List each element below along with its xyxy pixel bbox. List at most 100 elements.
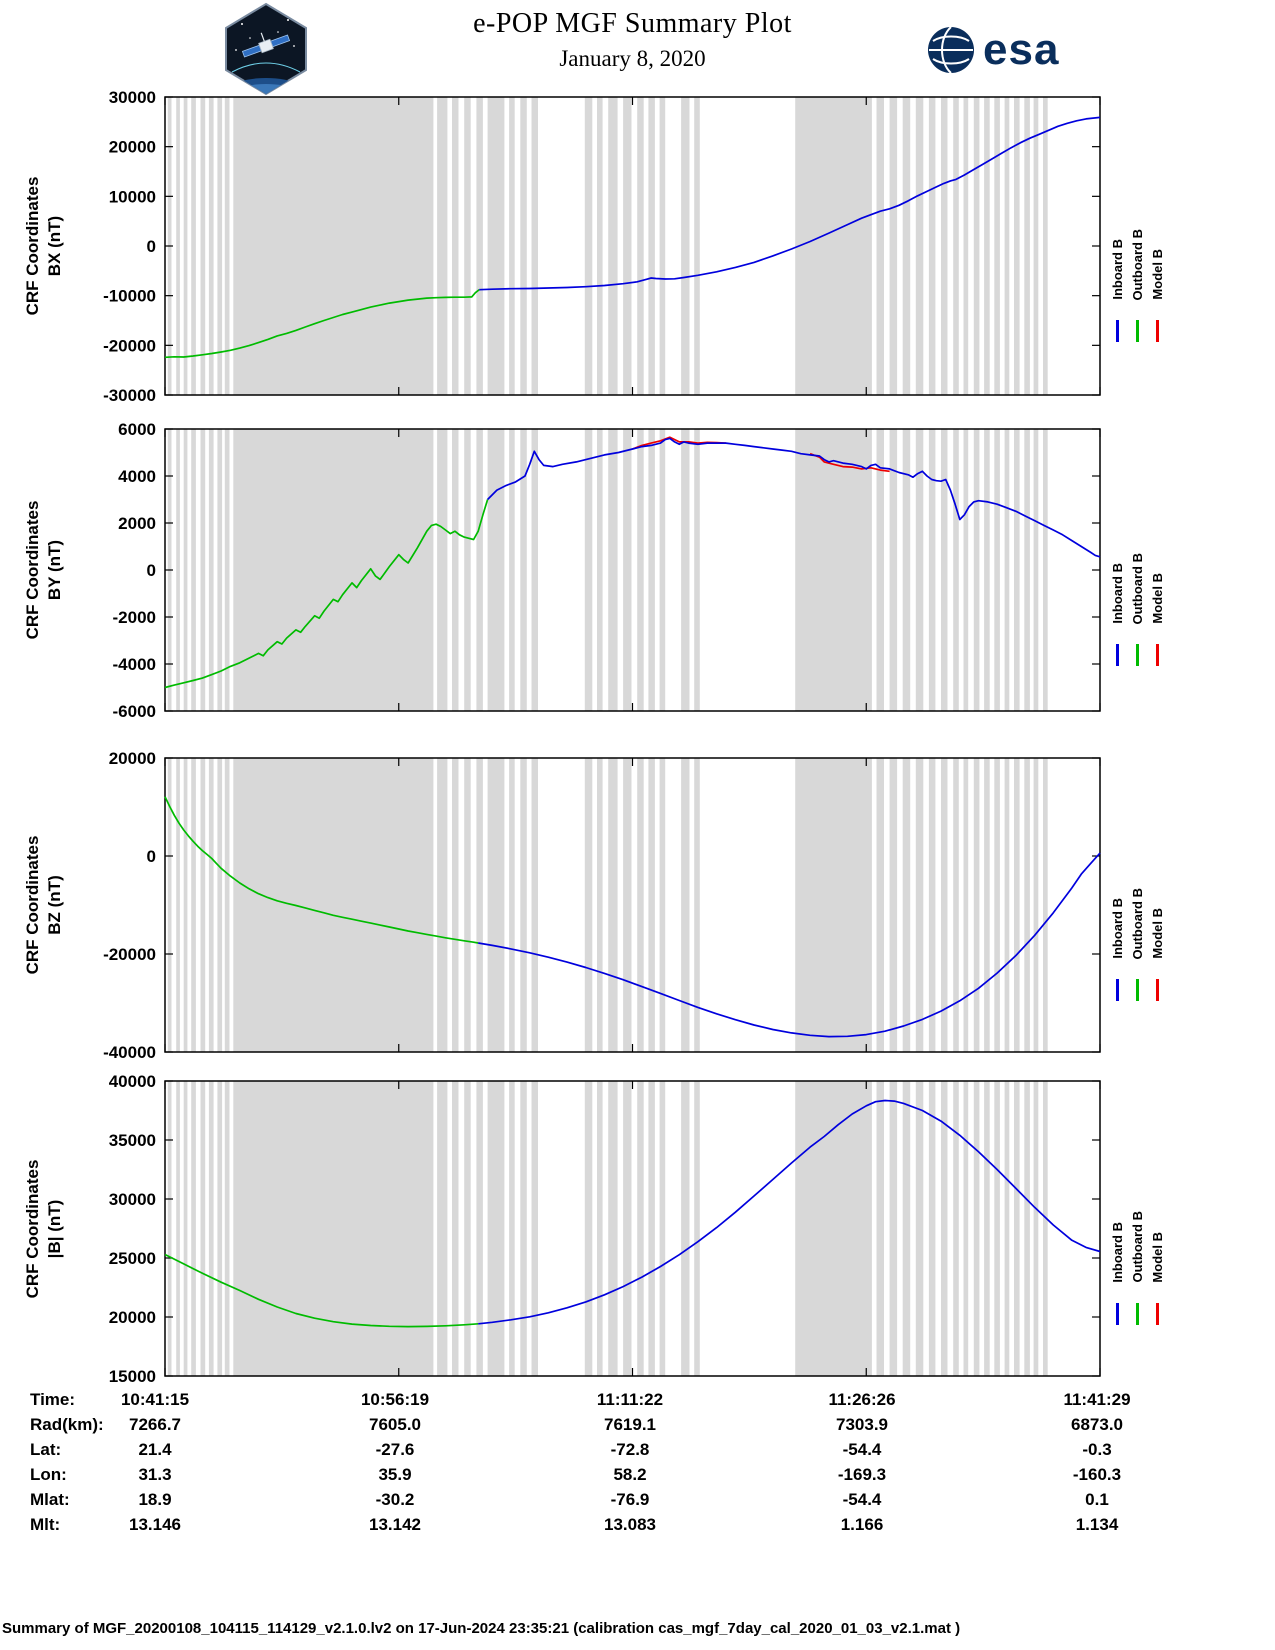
- table-cell: 10:41:15: [120, 1390, 190, 1409]
- y-tick-label: -30000: [103, 386, 156, 405]
- table-cell: 11:11:22: [596, 1390, 664, 1409]
- legend-item-outboard: Outboard B: [1130, 809, 1145, 1001]
- page-title: e-POP MGF Summary Plot: [473, 8, 792, 39]
- y-tick-label: 25000: [109, 1249, 156, 1268]
- legend-item-model: Model B: [1150, 1133, 1165, 1325]
- curve-outboard-bz: [164, 796, 479, 944]
- esa-logo: esa: [925, 24, 1059, 76]
- curve-inboard-babs: [478, 1099, 1101, 1325]
- legend-item-outboard: Outboard B: [1130, 474, 1145, 666]
- curve-inboard-bz: [478, 852, 1101, 1038]
- y-tick-label: 6000: [118, 420, 156, 439]
- y-tick-label: 20000: [109, 138, 156, 157]
- table-row-label: Time:: [30, 1390, 76, 1409]
- table-cell: -160.3: [1072, 1465, 1122, 1484]
- legend-item-model: Model B: [1150, 809, 1165, 1001]
- data-gap-shading: [167, 97, 1048, 395]
- y-tick-label: -10000: [103, 287, 156, 306]
- bx-panel: 30000 20000 10000 0 -10000 -20000 -30000: [103, 88, 1101, 405]
- table-cell: 35.9: [378, 1465, 412, 1484]
- table-cell: 1.134: [1075, 1515, 1119, 1534]
- y-tick-label: 0: [147, 847, 156, 866]
- curve-model-by: [809, 452, 890, 473]
- table-cell: 10:56:19: [360, 1390, 430, 1409]
- y-tick-label: -6000: [113, 702, 156, 721]
- bz-panel: 20000 0 -20000 -40000: [103, 749, 1101, 1062]
- legend-babs: Inboard B Outboard B Model B: [1104, 1081, 1170, 1376]
- esa-logo-text: esa: [983, 25, 1060, 74]
- y-tick-label: 30000: [109, 1190, 156, 1209]
- y-tick-label: 20000: [109, 749, 156, 768]
- legend-line-sample-inboard: [1115, 1302, 1119, 1325]
- y-tick-label: 15000: [109, 1367, 156, 1386]
- legend-line-sample-inboard: [1115, 320, 1119, 342]
- footer-note: Summary of MGF_20200108_104115_114129_v2…: [2, 1620, 961, 1637]
- legend-line-sample-inboard: [1115, 979, 1119, 1001]
- curve-outboard-bx: [164, 289, 480, 359]
- table-cell: 11:26:26: [828, 1390, 896, 1409]
- legend-item-outboard: Outboard B: [1130, 150, 1145, 342]
- data-gap-shading: [167, 758, 1048, 1052]
- y-tick-label: 20000: [109, 1308, 156, 1327]
- data-gap-shading: [167, 1081, 1048, 1376]
- y-tick-label: 10000: [109, 187, 156, 206]
- legend-line-sample-outboard: [1135, 644, 1139, 666]
- y-tick-label: 0: [147, 237, 156, 256]
- y-tick-label: 35000: [109, 1131, 156, 1150]
- plot-header: e-POP MGF Summary Plot January 8, 2020: [165, 8, 1100, 72]
- table-cell: 6873.0: [1071, 1415, 1123, 1434]
- y-tick-label: 30000: [109, 88, 156, 107]
- legend-label-inboard: Inboard B: [1109, 563, 1125, 624]
- table-cell: 13.146: [129, 1515, 181, 1534]
- table-cell: 18.9: [138, 1490, 172, 1509]
- legend-item-outboard: Outboard B: [1130, 1133, 1145, 1325]
- table-cell: 11:41:29: [1063, 1390, 1131, 1409]
- legend-line-sample-model: [1155, 1302, 1159, 1325]
- y-tick-label: 4000: [118, 467, 156, 486]
- legend-bx: Inboard B Outboard B Model B: [1104, 97, 1170, 395]
- bx-axis-title: CRF Coordinates BX (nT): [22, 176, 64, 316]
- axis-ticks: [164, 96, 1101, 396]
- legend-item-model: Model B: [1150, 150, 1165, 342]
- data-gap-shading: [167, 429, 1048, 711]
- y-tick-label: -40000: [103, 1043, 156, 1062]
- table-cell: -54.4: [842, 1490, 882, 1509]
- curve-inboard-by: [486, 437, 1101, 558]
- table-cell: -76.9: [610, 1490, 650, 1509]
- axis-ticks: [164, 757, 1101, 1053]
- legend-by: Inboard B Outboard B Model B: [1104, 429, 1170, 711]
- legend-line-sample-outboard: [1135, 979, 1139, 1001]
- table-cell: 7619.1: [604, 1415, 656, 1434]
- legend-item-inboard: Inboard B: [1110, 809, 1125, 1001]
- axis-ticks: [164, 1080, 1101, 1377]
- table-cell: 0.1: [1085, 1490, 1109, 1509]
- by-axis-title: CRF Coordinates BY (nT): [22, 500, 64, 640]
- table-cell: 7303.9: [836, 1415, 888, 1434]
- esa-globe-icon: [928, 26, 974, 74]
- legend-label-model: Model B: [1149, 249, 1165, 300]
- table-cell: 31.3: [138, 1465, 172, 1484]
- table-row-label: Mlat:: [30, 1490, 70, 1509]
- legend-bz: Inboard B Outboard B Model B: [1104, 758, 1170, 1052]
- table-cell: 58.2: [613, 1465, 647, 1484]
- table-cell: -169.3: [837, 1465, 887, 1484]
- table-row-label: Rad(km):: [30, 1415, 104, 1434]
- y-tick-label: -20000: [103, 945, 156, 964]
- legend-label-model: Model B: [1149, 908, 1165, 959]
- legend-item-inboard: Inboard B: [1110, 150, 1125, 342]
- page-date: January 8, 2020: [559, 46, 706, 71]
- y-tick-label: 2000: [118, 514, 156, 533]
- legend-line-sample-inboard: [1115, 644, 1119, 666]
- mission-patch-icon: [218, 2, 314, 101]
- y-tick-label: 0: [147, 561, 156, 580]
- legend-line-sample-model: [1155, 644, 1159, 666]
- table-cell: -30.2: [375, 1490, 415, 1509]
- table-cell: 7605.0: [369, 1415, 421, 1434]
- legend-item-model: Model B: [1150, 474, 1165, 666]
- legend-label-inboard: Inboard B: [1109, 898, 1125, 959]
- curve-outboard-babs: [164, 1253, 479, 1328]
- legend-label-outboard: Outboard B: [1129, 228, 1145, 301]
- legend-label-outboard: Outboard B: [1129, 887, 1145, 960]
- table-row-label: Lon:: [30, 1465, 67, 1484]
